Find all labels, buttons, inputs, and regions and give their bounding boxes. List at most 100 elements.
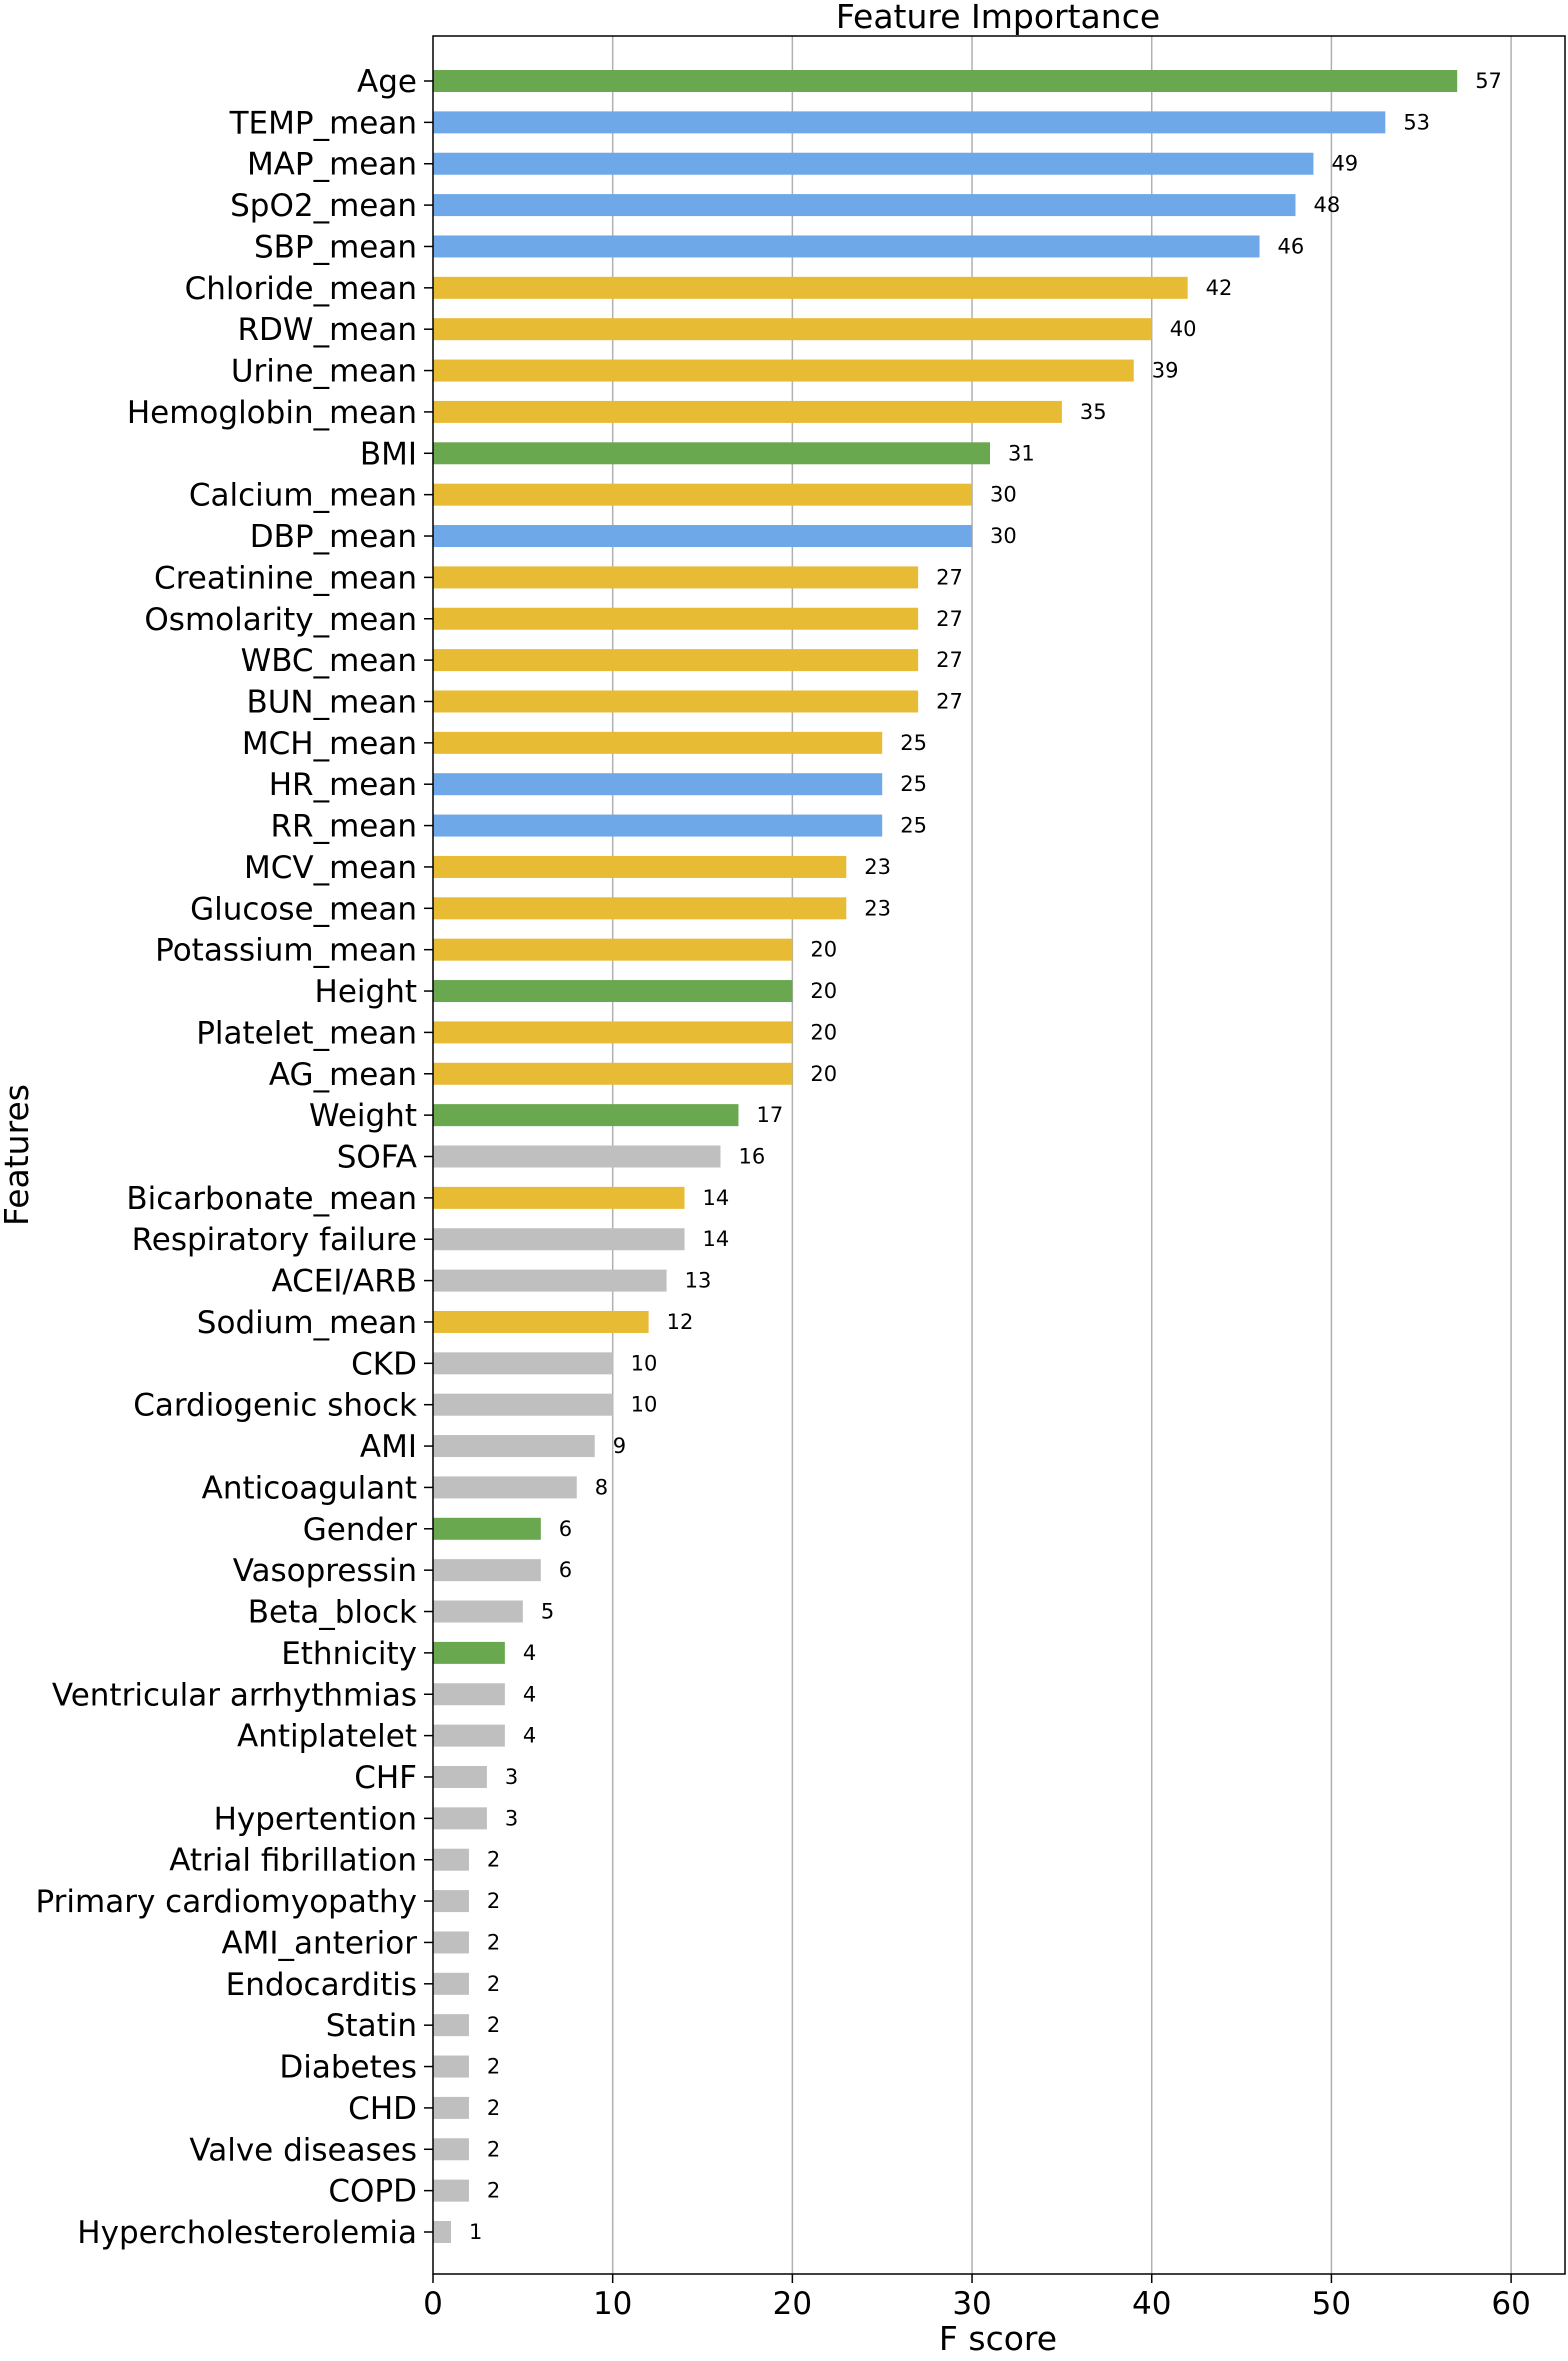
value-label: 8 [595, 1475, 608, 1499]
value-label: 14 [703, 1186, 730, 1210]
value-label: 5 [541, 1600, 554, 1624]
value-label: 13 [685, 1269, 712, 1293]
category-label: Primary cardiomyopathy [36, 1884, 417, 1920]
bar-34 [433, 1476, 577, 1499]
bar-19 [433, 855, 847, 878]
value-label: 25 [900, 814, 927, 838]
value-label: 4 [523, 1641, 536, 1665]
value-label: 48 [1313, 193, 1340, 217]
x-tick-label: 40 [1132, 2286, 1171, 2322]
bar-49 [433, 2096, 469, 2119]
value-label: 27 [936, 648, 963, 672]
bar-28 [433, 1228, 685, 1251]
bar-31 [433, 1352, 613, 1375]
value-label: 4 [523, 1724, 536, 1748]
category-label: AG_mean [269, 1057, 417, 1093]
value-label: 40 [1170, 317, 1197, 341]
bar-52 [433, 2221, 451, 2243]
value-label: 20 [810, 979, 837, 1003]
bar-46 [433, 1972, 469, 1995]
category-label: Hypercholesterolemia [77, 2215, 417, 2251]
category-label: Potassium_mean [155, 933, 417, 969]
category-label: Weight [309, 1098, 417, 1134]
bar-33 [433, 1435, 595, 1458]
category-label: Platelet_mean [196, 1015, 417, 1051]
value-label: 2 [487, 2096, 500, 2120]
bar-6 [433, 318, 1152, 341]
category-label: HR_mean [269, 767, 417, 803]
value-label: 9 [613, 1434, 626, 1458]
category-label: MCH_mean [242, 726, 417, 762]
value-label: 46 [1278, 234, 1305, 258]
category-label: RR_mean [271, 809, 418, 845]
category-label: TEMP_mean [229, 105, 417, 141]
bar-45 [433, 1931, 469, 1954]
bar-32 [433, 1393, 613, 1416]
value-label: 2 [487, 1930, 500, 1954]
category-label: Sodium_mean [197, 1305, 417, 1341]
bar-48 [433, 2055, 469, 2078]
category-labels: Age TEMP_mean MAP_mean SpO2_mean SBP_mean Chl… [36, 64, 433, 2251]
category-label: Hypertention [214, 1801, 417, 1837]
category-label: CHF [354, 1760, 417, 1796]
plot-frame [432, 35, 1566, 2275]
bar-0 [433, 70, 1458, 92]
value-label: 17 [756, 1103, 783, 1127]
value-label: 10 [631, 1393, 658, 1417]
x-tick-label: 30 [952, 2286, 991, 2322]
value-label: 39 [1152, 359, 1179, 383]
value-label: 2 [487, 1972, 500, 1996]
bar-24 [433, 1062, 793, 1085]
bar-8 [433, 400, 1062, 423]
value-label: 25 [900, 731, 927, 755]
bar-1 [433, 111, 1386, 134]
bar-44 [433, 1890, 469, 1913]
bar-12 [433, 566, 919, 589]
category-label: Statin [326, 2008, 417, 2044]
value-label: 2 [487, 2013, 500, 2037]
value-label: 27 [936, 689, 963, 713]
value-label: 35 [1080, 400, 1107, 424]
bar-10 [433, 483, 973, 506]
value-label: 30 [990, 524, 1017, 548]
bar-5 [433, 276, 1188, 299]
category-label: Bicarbonate_mean [126, 1181, 417, 1217]
value-label: 2 [487, 1848, 500, 1872]
value-label: 6 [559, 1517, 572, 1541]
x-tick-label: 20 [773, 2286, 812, 2322]
category-label: SBP_mean [254, 229, 417, 265]
value-label: 27 [936, 607, 963, 631]
category-label: Cardiogenic shock [133, 1388, 417, 1424]
category-label: Height [315, 974, 417, 1010]
value-label: 3 [505, 1806, 518, 1830]
value-label: 57 [1475, 69, 1502, 93]
category-label: CHD [348, 2091, 417, 2127]
value-label: 20 [810, 938, 837, 962]
category-label: Creatinine_mean [154, 560, 417, 596]
category-label: Glucose_mean [190, 891, 417, 927]
bar-35 [433, 1517, 541, 1540]
bar-17 [433, 773, 883, 796]
value-label: 3 [505, 1765, 518, 1789]
bar-47 [433, 2014, 469, 2037]
category-label: Osmolarity_mean [144, 602, 417, 638]
category-label: Chloride_mean [185, 271, 417, 307]
bar-15 [433, 690, 919, 713]
category-label: SOFA [337, 1140, 417, 1176]
bar-43 [433, 1848, 469, 1871]
bar-20 [433, 897, 847, 920]
bar-40 [433, 1724, 505, 1747]
bar-9 [433, 442, 991, 465]
value-label: 20 [810, 1020, 837, 1044]
value-label: 27 [936, 565, 963, 589]
value-label: 12 [667, 1310, 694, 1334]
bar-42 [433, 1807, 487, 1830]
bar-23 [433, 1021, 793, 1044]
x-tick-label: 10 [593, 2286, 632, 2322]
bar-13 [433, 607, 919, 630]
bar-22 [433, 980, 793, 1003]
bar-38 [433, 1641, 505, 1664]
value-label: 53 [1403, 110, 1430, 134]
value-label: 25 [900, 772, 927, 796]
value-label: 2 [487, 2055, 500, 2079]
